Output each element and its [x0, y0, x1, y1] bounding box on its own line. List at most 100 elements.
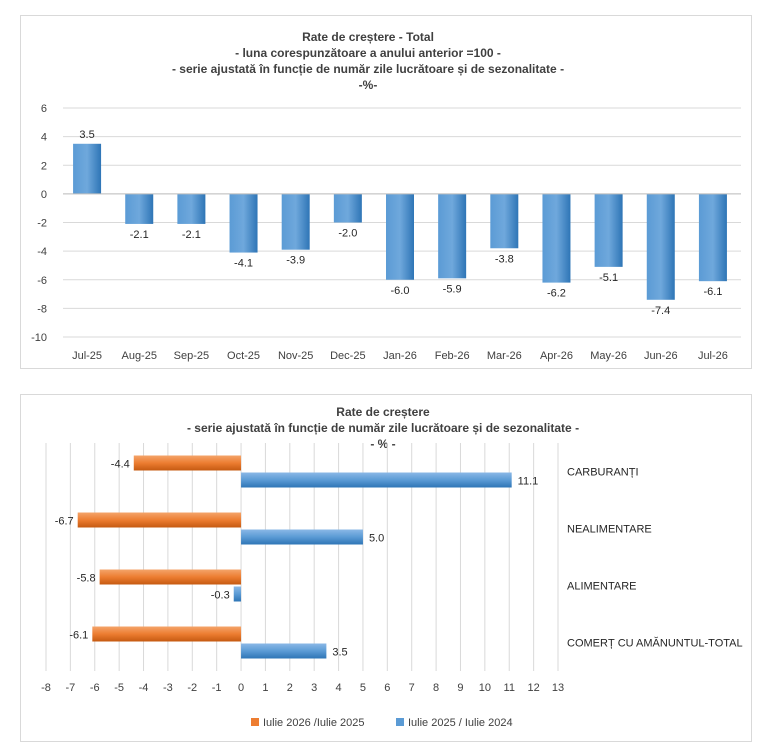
x-tick-label: 10 — [479, 682, 491, 694]
bar-data-label: -6.0 — [391, 285, 410, 297]
y-tick-label: -2 — [37, 218, 47, 230]
x-tick-label: 9 — [457, 682, 463, 694]
x-tick-label: Nov-25 — [278, 350, 313, 362]
chart-title-line: -%- — [359, 78, 378, 92]
bar — [99, 569, 242, 585]
y-tick-label: -4 — [37, 246, 47, 258]
chart-title-line: Rate de creștere — [336, 405, 430, 419]
bar — [92, 626, 242, 642]
x-tick-label: 13 — [552, 682, 564, 694]
bar — [333, 193, 362, 223]
bar — [438, 193, 467, 279]
bar-data-label: 11.1 — [518, 476, 539, 488]
x-tick-label: 12 — [527, 682, 539, 694]
x-tick-label: Jun-26 — [644, 350, 678, 362]
y-tick-label: 4 — [41, 132, 47, 144]
chart-title-line: - serie ajustată în funcție de număr zil… — [172, 62, 564, 76]
x-tick-label: 2 — [287, 682, 293, 694]
x-tick-label: -8 — [41, 682, 51, 694]
bar-data-label: -6.2 — [547, 288, 566, 300]
x-tick-label: Jan-26 — [383, 350, 417, 362]
x-tick-label: Aug-25 — [121, 350, 156, 362]
chart-panel-total: Rate de creștere - Total - luna corespunz… — [20, 15, 752, 369]
x-tick-label: -6 — [90, 682, 100, 694]
legend-label: Iulie 2026 /Iulie 2025 — [263, 717, 365, 729]
bar — [241, 472, 512, 488]
category-label: ALIMENTARE — [567, 581, 636, 593]
bar-data-label: -5.9 — [443, 283, 462, 295]
bar — [73, 143, 102, 194]
bar — [177, 193, 206, 224]
chart-title-line: - % - — [370, 437, 395, 451]
category-label: CARBURANȚI — [567, 467, 639, 479]
y-tick-label: -6 — [37, 275, 47, 287]
growth-rate-total-chart: Rate de creștere - Total - luna corespunz… — [31, 30, 741, 362]
x-tick-label: 7 — [409, 682, 415, 694]
x-tick-label: -3 — [163, 682, 173, 694]
bar-data-label: -7.4 — [651, 305, 670, 317]
x-tick-label: Dec-25 — [330, 350, 365, 362]
bar — [241, 529, 363, 545]
chart-title-line: - luna corespunzătoare a anului anterior… — [235, 46, 501, 60]
bar-data-label: 3.5 — [332, 647, 347, 659]
x-tick-label: -1 — [212, 682, 222, 694]
x-tick-label: Feb-26 — [435, 350, 470, 362]
bar — [281, 193, 310, 250]
x-tick-label: 8 — [433, 682, 439, 694]
x-tick-label: May-26 — [590, 350, 627, 362]
x-tick-label: Mar-26 — [487, 350, 522, 362]
category-label: COMERȚ CU AMĂNUNTUL-TOTAL — [567, 637, 743, 650]
bar — [386, 193, 414, 280]
bar-data-label: -6.1 — [703, 286, 722, 298]
y-tick-label: 0 — [41, 189, 47, 201]
bar — [698, 193, 727, 282]
bar — [233, 586, 242, 602]
bar-data-label: -2.1 — [182, 229, 201, 241]
bar-data-label: -2.1 — [130, 229, 149, 241]
bar — [542, 193, 571, 283]
x-tick-label: 4 — [336, 682, 342, 694]
x-tick-label: Oct-25 — [227, 350, 260, 362]
x-tick-label: Apr-26 — [540, 350, 573, 362]
bar-data-label: -4.4 — [111, 459, 130, 471]
y-tick-label: 2 — [41, 160, 47, 172]
legend-swatch — [251, 718, 259, 726]
x-tick-label: Jul-26 — [698, 350, 728, 362]
y-tick-label: 6 — [41, 103, 47, 115]
bar-data-label: -3.9 — [286, 255, 305, 267]
bar — [77, 512, 242, 528]
bar — [125, 193, 154, 224]
y-tick-label: -8 — [37, 303, 47, 315]
x-tick-label: 1 — [262, 682, 268, 694]
chart-title-line: Rate de creștere - Total — [302, 30, 434, 44]
x-tick-label: 6 — [384, 682, 390, 694]
x-tick-label: -5 — [114, 682, 124, 694]
bar — [133, 455, 242, 471]
bar-data-label: -6.7 — [55, 516, 74, 528]
category-label: NEALIMENTARE — [567, 524, 652, 536]
x-tick-label: Sep-25 — [174, 350, 209, 362]
bar-data-label: -2.0 — [338, 228, 357, 240]
bar — [229, 193, 258, 253]
legend-swatch — [396, 718, 404, 726]
bar — [241, 643, 327, 659]
x-tick-label: 3 — [311, 682, 317, 694]
bar-data-label: 3.5 — [79, 129, 94, 141]
x-tick-label: 11 — [504, 682, 515, 694]
bar — [490, 193, 519, 249]
bar-data-label: -5.8 — [77, 573, 96, 585]
x-tick-label: -2 — [187, 682, 197, 694]
x-tick-label: -4 — [139, 682, 149, 694]
x-tick-label: -7 — [65, 682, 75, 694]
bar-data-label: -6.1 — [69, 630, 88, 642]
bar-data-label: -3.8 — [495, 253, 514, 265]
x-tick-label: 5 — [360, 682, 366, 694]
bar-data-label: -0.3 — [211, 590, 230, 602]
bar — [646, 193, 675, 300]
chart-title-line: - serie ajustată în funcție de număr zil… — [187, 421, 579, 435]
growth-rate-categories-chart: Rate de creștere - serie ajustată în func… — [41, 405, 743, 729]
legend-label: Iulie 2025 / Iulie 2024 — [408, 717, 513, 729]
y-tick-label: -10 — [31, 332, 47, 344]
chart-panel-categories: Rate de creștere - serie ajustată în func… — [20, 394, 752, 742]
bar-data-label: -5.1 — [599, 272, 618, 284]
